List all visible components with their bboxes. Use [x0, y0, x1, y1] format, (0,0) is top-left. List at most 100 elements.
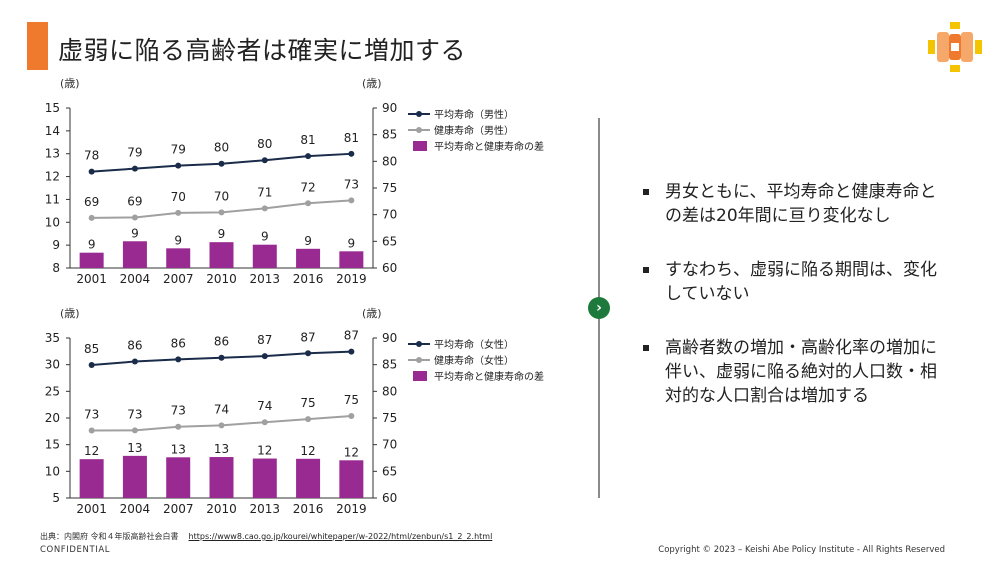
- point-value-label: 81: [344, 131, 359, 145]
- legend-label: 平均寿命と健康寿命の差: [434, 370, 544, 383]
- right-tick-label: 90: [382, 101, 397, 115]
- bar-mark: [79, 459, 104, 498]
- left-tick-label: 15: [45, 438, 60, 452]
- right-tick-label: 90: [382, 331, 397, 345]
- source-link[interactable]: https://www8.cao.go.jp/kourei/whitepaper…: [188, 532, 493, 541]
- line-point: [88, 427, 95, 434]
- title-accent-bar: [27, 22, 48, 70]
- left-tick-label: 10: [45, 464, 60, 478]
- point-value-label: 69: [127, 194, 142, 208]
- point-value-label: 79: [171, 143, 186, 157]
- point-value-label: 70: [171, 190, 186, 204]
- bar-value-label: 9: [261, 230, 269, 244]
- line-point: [261, 419, 268, 426]
- line-point: [131, 165, 138, 172]
- line-point: [175, 356, 182, 363]
- left-tick-label: 10: [45, 215, 60, 229]
- bar-value-label: 9: [174, 233, 182, 247]
- point-value-label: 85: [84, 342, 99, 356]
- line-point: [261, 205, 268, 212]
- right-tick-label: 70: [382, 208, 397, 222]
- bar-mark: [296, 248, 321, 268]
- bullet-item: すなわち、虚弱に陥る期間は、変化していない: [641, 258, 941, 306]
- line-point: [305, 153, 312, 160]
- next-arrow-button[interactable]: ›: [588, 297, 610, 319]
- confidential-label: CONFIDENTIAL: [40, 545, 111, 555]
- line-point: [261, 157, 268, 164]
- point-value-label: 79: [127, 146, 142, 160]
- bar-value-label: 9: [218, 227, 226, 241]
- left-tick-label: 15: [45, 101, 60, 115]
- point-value-label: 86: [127, 339, 142, 353]
- point-value-label: 78: [84, 149, 99, 163]
- bar-mark: [122, 455, 147, 498]
- right-tick-label: 85: [382, 128, 397, 142]
- line-point: [88, 214, 95, 221]
- bar-value-label: 12: [300, 444, 315, 458]
- bar-value-label: 12: [344, 445, 359, 459]
- x-tick-label: 2001: [76, 502, 107, 516]
- x-tick-label: 2016: [293, 502, 324, 516]
- line-point: [88, 168, 95, 175]
- line-point: [131, 214, 138, 221]
- bar-value-label: 9: [304, 234, 312, 248]
- point-value-label: 73: [127, 407, 142, 421]
- left-tick-label: 11: [45, 192, 60, 206]
- source-note: 出典：内閣府 令和４年版高齢社会白書 https://www8.cao.go.jp…: [40, 531, 492, 542]
- x-tick-label: 2019: [336, 272, 367, 286]
- left-tick-label: 12: [45, 170, 60, 184]
- right-tick-label: 65: [382, 234, 397, 248]
- line-point: [305, 350, 312, 357]
- line-point: [218, 209, 225, 216]
- left-tick-label: 8: [52, 261, 60, 275]
- left-tick-label: 9: [52, 238, 60, 252]
- point-value-label: 73: [84, 408, 99, 422]
- x-tick-label: 2016: [293, 272, 324, 286]
- point-value-label: 80: [214, 141, 229, 155]
- bar-value-label: 9: [88, 238, 96, 252]
- legend-label: 平均寿命（女性）: [434, 338, 514, 351]
- bar-value-label: 12: [257, 444, 272, 458]
- bar-mark: [79, 252, 104, 268]
- bar-mark: [209, 457, 234, 498]
- line-point: [175, 423, 182, 430]
- bullet-item: 高齢者数の増加・高齢化率の増加に伴い、虚弱に陥る絶対的人口数・相対的な人口割合は…: [641, 336, 941, 408]
- right-tick-label: 75: [382, 411, 397, 425]
- bar-value-label: 13: [127, 441, 142, 455]
- line-point: [218, 160, 225, 167]
- point-value-label: 75: [300, 396, 315, 410]
- right-tick-label: 65: [382, 464, 397, 478]
- x-tick-label: 2010: [206, 502, 237, 516]
- left-axis-unit: (歳): [60, 307, 80, 320]
- line-point: [348, 197, 355, 204]
- x-tick-label: 2001: [76, 272, 107, 286]
- x-tick-label: 2007: [163, 502, 194, 516]
- bar-value-label: 13: [214, 442, 229, 456]
- bar-value-label: 13: [171, 442, 186, 456]
- point-value-label: 86: [214, 335, 229, 349]
- line-point: [175, 209, 182, 216]
- line-point: [348, 150, 355, 157]
- line-point: [348, 348, 355, 355]
- x-tick-label: 2004: [120, 272, 151, 286]
- x-tick-label: 2004: [120, 502, 151, 516]
- left-tick-label: 13: [45, 147, 60, 161]
- line-point: [348, 412, 355, 419]
- line-point: [131, 358, 138, 365]
- point-value-label: 70: [214, 189, 229, 203]
- left-tick-label: 35: [45, 331, 60, 345]
- bar-mark: [252, 244, 277, 268]
- left-axis-unit: (歳): [60, 77, 80, 90]
- female-life-expectancy-chart: (歳) (歳) 5 10 15 20 25 30 35 60 65 70 75 80 85 90 2001 200…: [45, 307, 544, 516]
- source-label: 出典：内閣府 令和４年版高齢社会白書: [40, 532, 179, 541]
- x-tick-label: 2013: [250, 272, 281, 286]
- point-value-label: 87: [344, 329, 359, 343]
- legend-label: 平均寿命（男性）: [434, 108, 514, 121]
- bar-mark: [122, 241, 147, 268]
- bar-value-label: 9: [131, 226, 139, 240]
- right-tick-label: 80: [382, 384, 397, 398]
- point-value-label: 73: [171, 404, 186, 418]
- line-point: [175, 162, 182, 169]
- line-point: [218, 354, 225, 361]
- legend-bar-swatch: [413, 371, 427, 381]
